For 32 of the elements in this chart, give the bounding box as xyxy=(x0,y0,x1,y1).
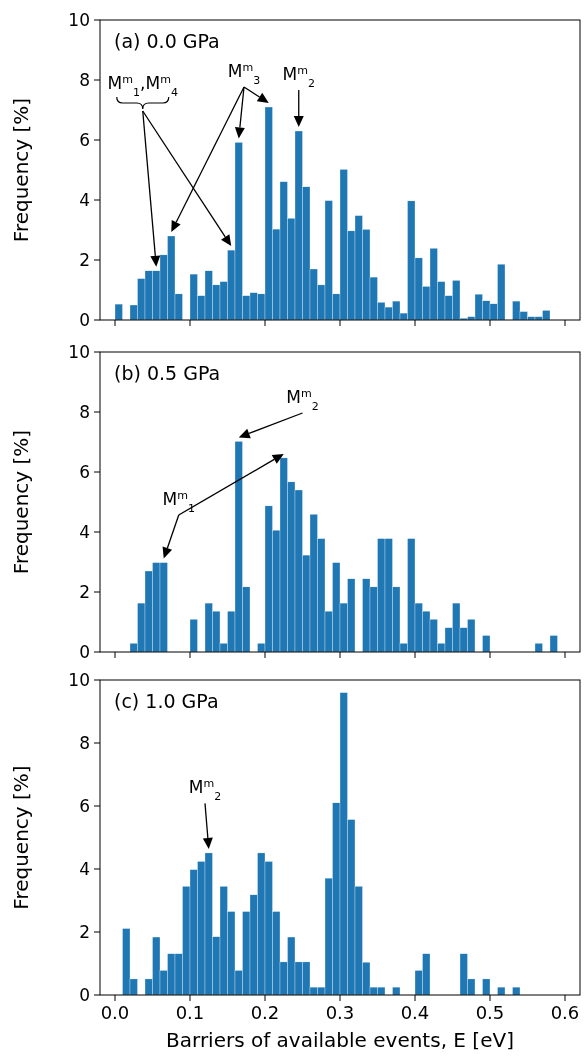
y-tick-label: 8 xyxy=(79,70,90,90)
y-tick-label: 8 xyxy=(79,733,90,753)
y-tick-label: 0 xyxy=(79,310,90,330)
y-axis-title: Frequency [%] xyxy=(9,97,33,243)
x-tick-label: 0.5 xyxy=(475,1002,505,1023)
y-tick-label: 4 xyxy=(79,522,90,542)
text: (b) 0.5 GPa xyxy=(114,362,221,384)
y-tick-label: 4 xyxy=(79,859,90,879)
y-tick-label: 2 xyxy=(79,582,90,602)
y-tick-label: 2 xyxy=(79,250,90,270)
y-tick-label: 0 xyxy=(79,985,90,1005)
x-tick-label: 0.2 xyxy=(250,1002,280,1023)
x-tick-label: 0.3 xyxy=(325,1002,355,1023)
y-tick-label: 6 xyxy=(79,796,90,816)
y-axis-title: Frequency [%] xyxy=(9,429,33,575)
y-axis-title: Frequency [%] xyxy=(9,765,33,910)
x-axis-title: Barriers of available events, E [eV] xyxy=(166,1028,514,1052)
text: (c) 1.0 GPa xyxy=(114,690,219,712)
x-tick-label: 0.4 xyxy=(400,1002,430,1023)
y-tick-label: 0 xyxy=(79,642,90,662)
y-tick-label: 6 xyxy=(79,462,90,482)
y-tick-label: 6 xyxy=(79,130,90,150)
y-tick-label: 10 xyxy=(68,670,90,690)
y-tick-label: 4 xyxy=(79,190,90,210)
x-tick-label: 0.0 xyxy=(100,1002,130,1023)
x-tick-label: 0.1 xyxy=(175,1002,205,1023)
y-tick-label: 2 xyxy=(79,922,90,942)
x-tick-label: 0.6 xyxy=(550,1002,580,1023)
y-tick-label: 8 xyxy=(79,402,90,422)
y-tick-label: 10 xyxy=(68,342,90,362)
text: (a) 0.0 GPa xyxy=(114,30,220,52)
y-tick-label: 10 xyxy=(68,10,90,30)
